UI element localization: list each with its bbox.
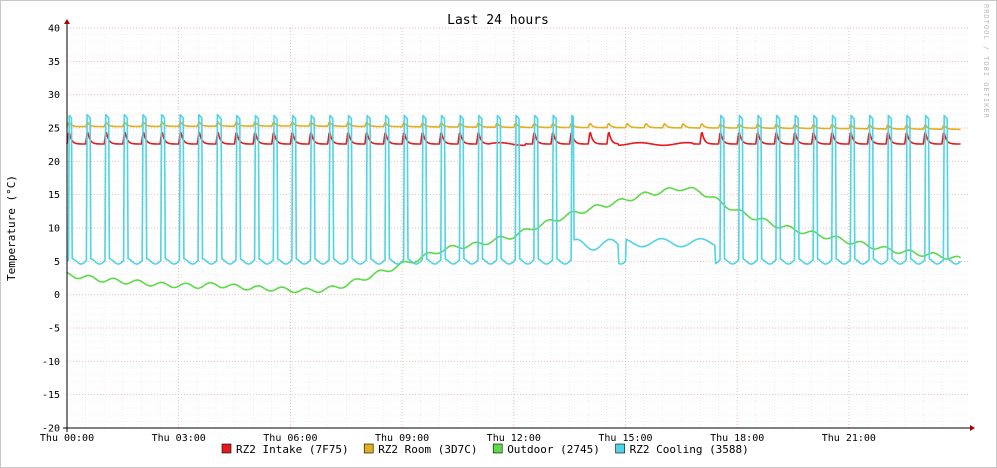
x-tick-label: Thu 06:00 bbox=[263, 433, 317, 444]
legend-label-3: Outdoor (2745) bbox=[507, 443, 600, 456]
legend-swatch-2 bbox=[363, 443, 374, 454]
series-line-4 bbox=[66, 113, 962, 265]
legend-swatch-1 bbox=[221, 443, 232, 454]
x-tick-label: Thu 15:00 bbox=[598, 433, 652, 444]
series-line-1 bbox=[66, 131, 961, 147]
watermark: RRDTOOL / TOBI OETIKER bbox=[982, 4, 990, 119]
y-tick-label: -5 bbox=[48, 324, 60, 335]
y-tick-label: 40 bbox=[48, 24, 60, 35]
legend-label-1: RZ2 Intake (7F75) bbox=[236, 443, 349, 456]
legend: RZ2 Intake (7F75) RZ2 Room (3D7C) Outdoor … bbox=[221, 443, 749, 456]
legend-label-4: RZ2 Cooling (3588) bbox=[630, 443, 749, 456]
legend-swatch-4 bbox=[615, 443, 625, 454]
y-tick-label: 25 bbox=[48, 124, 60, 135]
y-axis-arrow bbox=[64, 19, 70, 24]
y-tick-label: -15 bbox=[42, 390, 60, 401]
y-axis-label: Temperature (°C) bbox=[5, 175, 18, 281]
y-tick-label: 10 bbox=[48, 224, 60, 235]
series-line-3 bbox=[66, 186, 961, 294]
axes bbox=[63, 19, 975, 432]
x-tick-label: Thu 18:00 bbox=[710, 433, 764, 444]
y-tick-label: 20 bbox=[48, 157, 60, 168]
x-tick-label: Thu 03:00 bbox=[152, 433, 206, 444]
series-line-2 bbox=[66, 121, 961, 131]
legend-swatch-3 bbox=[492, 443, 503, 454]
x-tick-label: Thu 21:00 bbox=[822, 433, 876, 444]
y-tick-label: -20 bbox=[42, 424, 60, 435]
y-tick-label: 15 bbox=[48, 190, 60, 201]
y-tick-label: 35 bbox=[48, 57, 60, 68]
x-tick-label: Thu 12:00 bbox=[487, 433, 541, 444]
y-tick-label: 30 bbox=[48, 90, 60, 101]
y-tick-label: -10 bbox=[42, 357, 60, 368]
y-tick-label: 0 bbox=[54, 290, 60, 301]
series-lines bbox=[66, 113, 962, 294]
y-tick-label: 5 bbox=[54, 257, 60, 268]
x-tick-label: Thu 09:00 bbox=[375, 433, 429, 444]
grid bbox=[66, 27, 968, 429]
x-axis-arrow bbox=[970, 425, 975, 431]
legend-label-2: RZ2 Room (3D7C) bbox=[378, 443, 477, 456]
chart-title: Last 24 hours bbox=[447, 13, 549, 28]
x-tick-label: Thu 00:00 bbox=[40, 433, 94, 444]
